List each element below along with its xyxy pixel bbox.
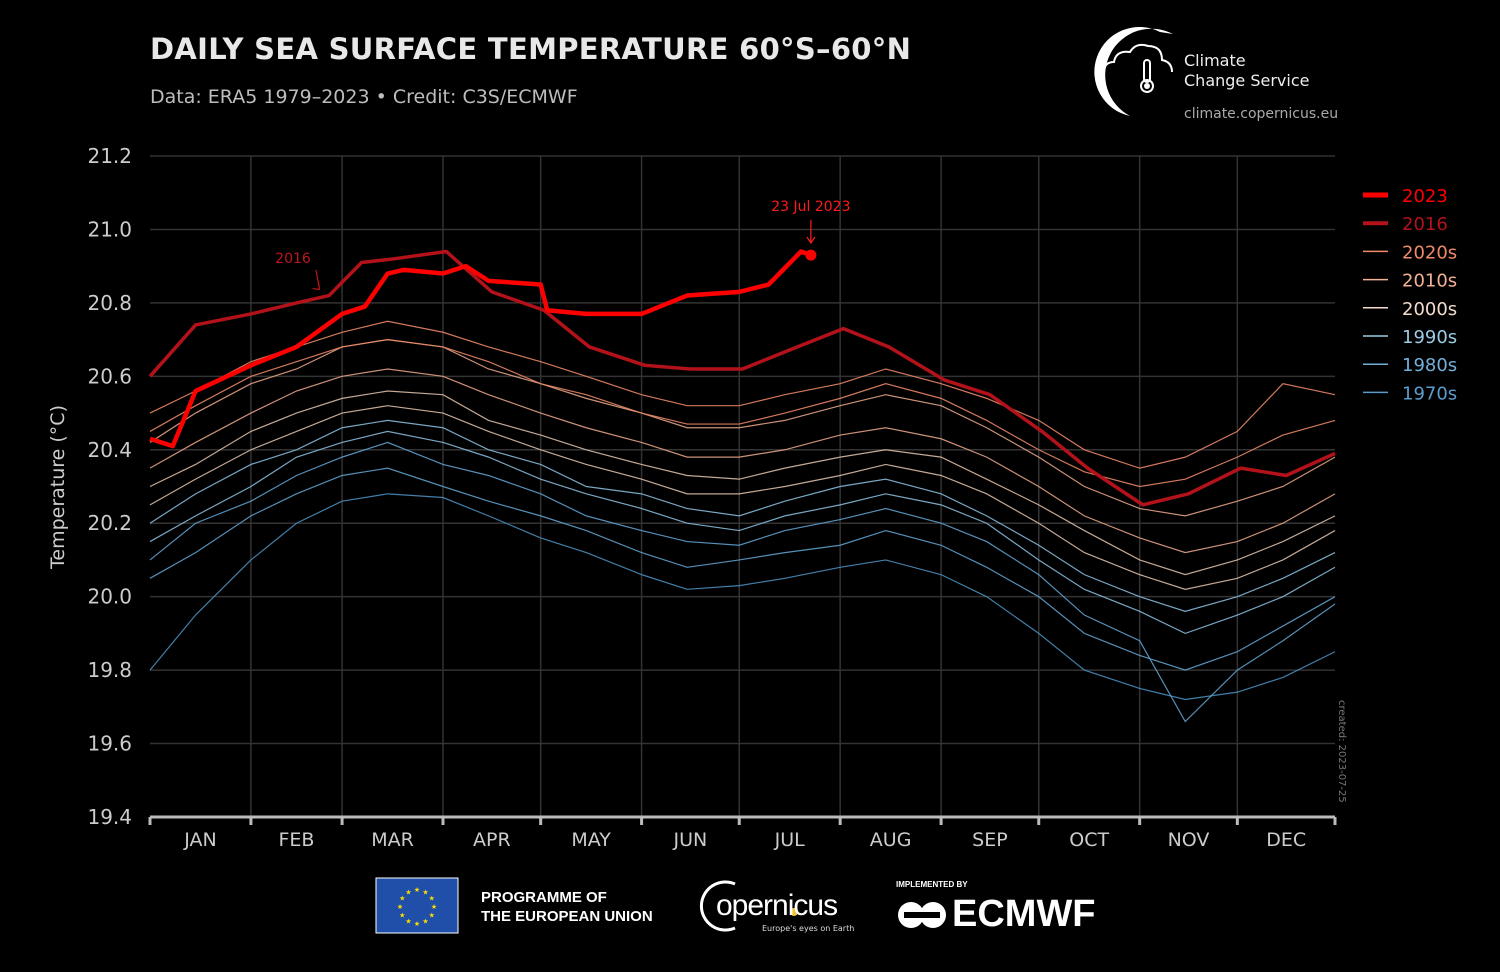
x-tick-label: MAY [571,829,611,851]
annotation-arrow-2016 [312,269,321,291]
x-tick-label: OCT [1069,829,1109,851]
y-tick-label: 19.6 [87,732,132,756]
x-tick-label: SEP [972,829,1008,851]
eu-flag-logo: ★ ★★★★★★★★★★★ [375,877,459,934]
series-line-2023 [149,249,812,449]
eu-star: ★ [397,903,403,911]
legend-label-2010s: 2010s [1402,271,1457,292]
c3s-line1: Climate [1184,51,1246,70]
series-line-1980s [149,441,1336,723]
eu-star: ★ [429,912,435,920]
eu-line2: THE EUROPEAN UNION [481,908,653,925]
c3s-url[interactable]: climate.copernicus.eu [1184,106,1339,122]
series-line-1980s [149,467,1336,671]
x-tick-label: JUN [673,829,708,851]
eu-star: ★ [431,903,437,911]
eu-star: ★ [405,918,411,926]
eu-line1: PROGRAMME OF [481,889,607,906]
series-line-2000s [149,390,1336,576]
legend-label-2000s: 2000s [1402,299,1457,320]
y-tick-label: 20.2 [87,511,132,535]
y-axis-label: Temperature (°C) [47,405,69,570]
series-line-2016 [148,249,1336,507]
x-tick-label: DEC [1266,829,1306,851]
annotation-2016: 2016 [275,251,311,267]
copernicus-wordmark: opernicus [716,889,838,922]
series-line-1990s [149,419,1336,612]
series-line-2020s [149,339,1336,488]
x-tick-label: JAN [183,829,216,851]
annotation-arrow-latest [806,220,816,245]
eu-star: ★ [399,895,405,903]
legend-label-1990s: 1990s [1402,327,1457,348]
series-line-2020s [149,320,1336,469]
y-tick-label: 19.8 [87,658,132,682]
x-tick-label: MAR [371,829,414,851]
c3s-line2: Change Service [1184,71,1310,90]
eu-star: ★ [399,912,405,920]
chart-subtitle: Data: ERA5 1979–2023 • Credit: C3S/ECMWF [150,86,578,108]
eu-star: ★ [405,888,411,896]
legend-label-2020s: 2020s [1402,242,1457,263]
y-tick-label: 20.8 [87,291,132,315]
x-tick-label: JUL [774,829,806,851]
series-line-1990s [149,430,1336,635]
x-tick-label: FEB [279,829,315,851]
series-line-2000s [149,405,1336,590]
eu-star: ★ [414,920,420,928]
legend-label-2016: 2016 [1402,214,1448,235]
chart-title: DAILY SEA SURFACE TEMPERATURE 60°S–60°N [150,32,912,66]
y-tick-label: 20.4 [87,438,132,462]
eu-star: ★ [414,886,420,894]
y-tick-label: 21.0 [87,217,132,241]
c3s-name: Climate Change Service [1184,51,1309,91]
eu-star: ★ [422,888,428,896]
copernicus-tagline: Europe's eyes on Earth [762,924,855,933]
y-tick-label: 20.0 [87,585,132,609]
y-tick-label: 20.6 [87,364,132,388]
eu-programme-text: PROGRAMME OF THE EUROPEAN UNION [481,888,653,926]
y-tick-label: 21.2 [87,144,132,168]
series-line-2010s [149,339,1336,517]
series-line-2010s [149,368,1336,554]
y-tick-label: 19.4 [87,805,132,829]
x-tick-label: AUG [870,829,912,851]
ecmwf-wordmark: ECMWF [952,893,1096,935]
c3s-logo [1094,26,1173,117]
implemented-by: IMPLEMENTED BY [896,880,968,889]
copernicus-logo [699,880,946,932]
eu-star: ★ [422,918,428,926]
annotation-latest: 23 Jul 2023 [771,199,850,215]
legend-label-2023: 2023 [1402,186,1448,207]
legend-label-1970s: 1970s [1402,383,1457,404]
eu-star: ★ [429,895,435,903]
latest-point-marker [805,249,817,261]
x-tick-label: NOV [1168,829,1210,851]
x-tick-label: APR [473,829,511,851]
ecmwf-symbol [898,902,946,928]
series-line-1970s [149,493,1336,701]
legend-label-1980s: 1980s [1402,355,1457,376]
created-date: created: 2023-07-25 [1336,700,1347,803]
